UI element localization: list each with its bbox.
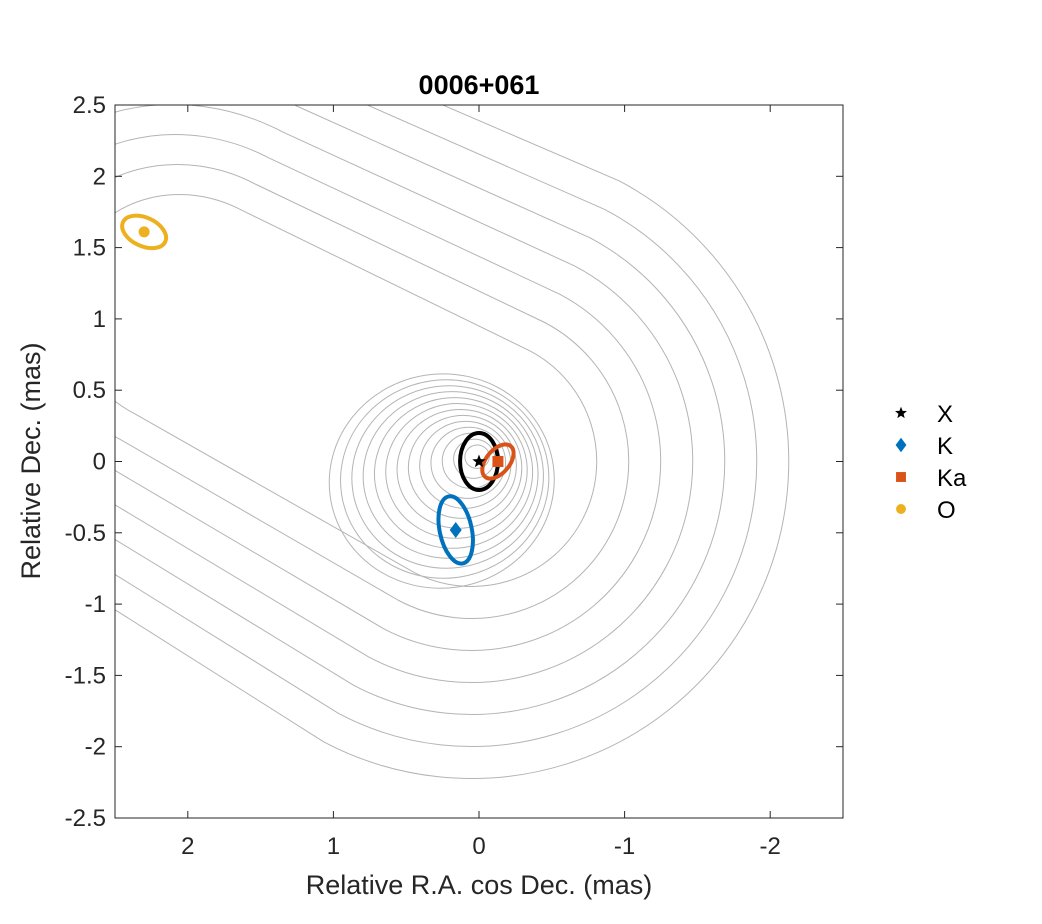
x-axis-label: Relative R.A. cos Dec. (mas) <box>306 870 653 900</box>
x-tick-label: 1 <box>327 833 340 860</box>
y-tick-label: -1 <box>85 591 106 618</box>
y-tick-label: -2 <box>85 734 106 761</box>
y-tick-label: -1.5 <box>65 662 106 689</box>
contour-line <box>373 397 534 549</box>
marker-ka <box>492 456 504 467</box>
error-ellipse-o <box>120 213 169 251</box>
error-ellipse-ka <box>480 442 516 481</box>
contour-line <box>362 391 539 559</box>
contour-line <box>115 105 790 779</box>
marker-x <box>472 454 486 468</box>
contour-line <box>351 385 544 569</box>
chart-title: 0006+061 <box>419 70 540 100</box>
contour-line <box>430 426 507 499</box>
x-tick-label: 2 <box>181 833 194 860</box>
contour-line <box>385 403 528 539</box>
legend: XK Ka O <box>895 401 967 524</box>
contour-line <box>328 373 555 589</box>
marker-o <box>138 226 150 238</box>
y-tick-label: -0.5 <box>65 520 106 547</box>
y-tick-label: 2.5 <box>73 92 106 119</box>
y-axis-label: Relative Dec. (mas) <box>16 342 46 579</box>
y-tick-label: 0.5 <box>73 377 106 404</box>
contour-line <box>419 420 512 509</box>
contour-line <box>115 134 662 651</box>
contour-line <box>396 408 523 529</box>
error-ellipse-layer <box>120 213 516 566</box>
contour-line <box>115 194 598 587</box>
y-tick-label: 1.5 <box>73 235 106 262</box>
marker-k <box>449 521 462 538</box>
y-tick-label: -2.5 <box>65 805 106 832</box>
legend-label-k: K <box>937 433 953 460</box>
legend-marker-o <box>896 504 906 514</box>
y-ticks: 2.5 2 1.5 1 0.5 0 -0.5 -1 -1.5 -2 -2.5 <box>65 92 843 832</box>
error-ellipse-k <box>436 494 475 566</box>
x-ticks: 2 1 0 -1 -2 <box>181 105 781 860</box>
contour-line <box>115 105 726 715</box>
contour-line <box>453 438 496 479</box>
y-tick-label: 0 <box>93 449 106 476</box>
contour-line <box>115 105 758 747</box>
legend-marker-ka <box>896 472 906 482</box>
legend-label-ka: Ka <box>937 465 967 492</box>
y-tick-label: 1 <box>93 306 106 333</box>
y-tick-label: 2 <box>93 163 106 190</box>
x-tick-label: -2 <box>760 833 781 860</box>
contour-line <box>340 379 550 579</box>
legend-label-o: O <box>937 497 956 524</box>
marker-layer <box>138 226 504 538</box>
x-tick-label: -1 <box>614 833 635 860</box>
x-tick-label: 0 <box>472 833 485 860</box>
legend-marker-x <box>895 406 907 419</box>
contour-line <box>115 105 694 683</box>
contour-line <box>115 164 630 619</box>
legend-label-x: X <box>937 401 953 428</box>
legend-marker-k <box>895 437 907 453</box>
